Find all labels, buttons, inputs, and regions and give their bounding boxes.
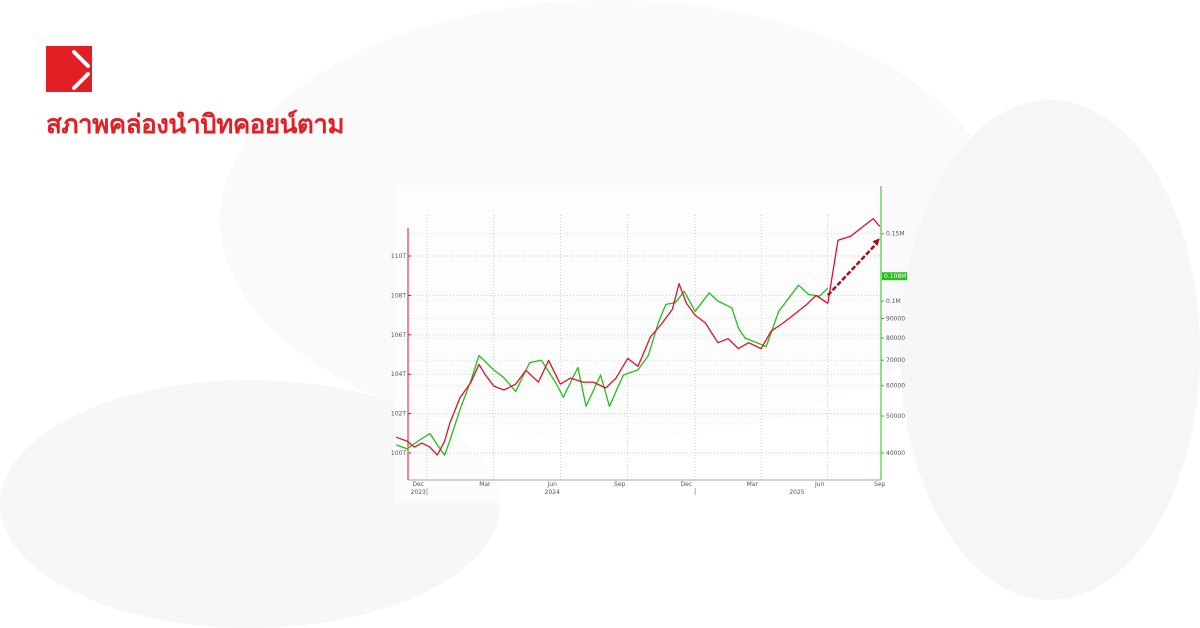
x-axis-tick-label: Jun bbox=[814, 481, 825, 488]
x-axis-tick-label: Sep bbox=[874, 481, 886, 488]
headline: สภาพคล่องนำบิทคอยน์ตาม bbox=[46, 110, 345, 140]
left-axis-tick-label: 110T bbox=[391, 253, 406, 260]
liquidity-line bbox=[395, 217, 881, 456]
right-axis-tick-label: 50000 bbox=[886, 413, 905, 420]
x-axis-tick-label: Sep bbox=[614, 481, 626, 488]
x-axis-tick-label: Mar bbox=[747, 481, 759, 488]
left-axis-tick-label: 108T bbox=[391, 292, 406, 299]
right-axis-tick-label: 0.15M bbox=[886, 231, 905, 238]
last-value-label: 0.108M bbox=[884, 273, 906, 280]
left-axis-tick-label: 104T bbox=[391, 371, 406, 378]
x-axis-tick-label: Jun bbox=[547, 481, 558, 488]
background-shape bbox=[900, 100, 1200, 600]
chart-panel bbox=[395, 185, 885, 503]
x-axis-tick-label: Dec bbox=[681, 481, 693, 488]
brand-logo bbox=[46, 46, 92, 92]
left-axis-tick-label: 102T bbox=[391, 411, 406, 418]
x-axis-year-label: 2024 bbox=[545, 489, 560, 496]
bitcoin-line bbox=[395, 284, 829, 456]
right-axis-tick-label: 0.1M bbox=[886, 298, 901, 305]
x-axis-year-label: 2025 bbox=[789, 489, 804, 496]
arrow-head-icon bbox=[872, 238, 880, 246]
right-axis-tick-label: 90000 bbox=[886, 315, 905, 322]
left-axis-tick-label: 106T bbox=[391, 332, 406, 339]
right-axis-tick-label: 40000 bbox=[886, 450, 905, 457]
left-axis-tick-label: 100T bbox=[391, 450, 406, 457]
trend-arrow bbox=[826, 242, 878, 297]
right-axis-tick-label: 70000 bbox=[886, 357, 905, 364]
right-axis-tick-label: 60000 bbox=[886, 383, 905, 390]
x-axis-tick-label: Mar bbox=[479, 481, 491, 488]
right-axis-tick-label: 80000 bbox=[886, 335, 905, 342]
last-value-badge bbox=[882, 272, 907, 281]
x-axis-year-label: 2023 bbox=[411, 489, 426, 496]
x-axis-tick-label: Dec bbox=[412, 481, 424, 488]
